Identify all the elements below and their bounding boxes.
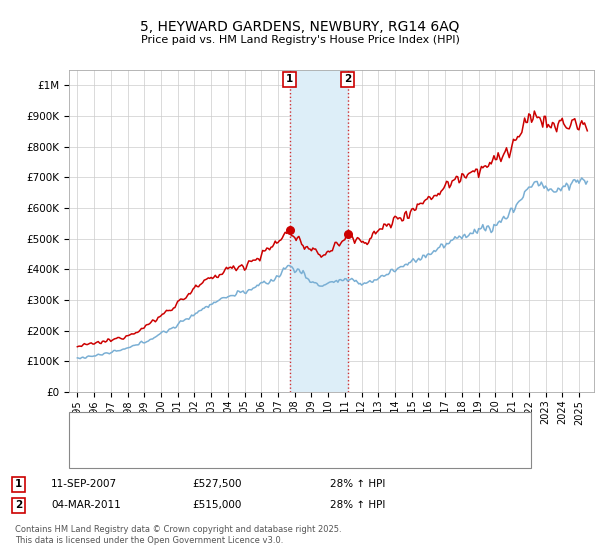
Text: 04-MAR-2011: 04-MAR-2011 — [51, 500, 121, 510]
Text: 11-SEP-2007: 11-SEP-2007 — [51, 479, 117, 489]
Text: 28% ↑ HPI: 28% ↑ HPI — [330, 479, 385, 489]
Text: 28% ↑ HPI: 28% ↑ HPI — [330, 500, 385, 510]
Text: Contains HM Land Registry data © Crown copyright and database right 2025.
This d: Contains HM Land Registry data © Crown c… — [15, 525, 341, 545]
Text: HPI: Average price, detached house, West Berkshire: HPI: Average price, detached house, West… — [108, 444, 379, 454]
Text: 2: 2 — [344, 74, 352, 84]
Text: Price paid vs. HM Land Registry's House Price Index (HPI): Price paid vs. HM Land Registry's House … — [140, 35, 460, 45]
Text: £515,000: £515,000 — [192, 500, 241, 510]
Text: 5, HEYWARD GARDENS, NEWBURY, RG14 6AQ (detached house): 5, HEYWARD GARDENS, NEWBURY, RG14 6AQ (d… — [108, 422, 442, 432]
Text: 5, HEYWARD GARDENS, NEWBURY, RG14 6AQ: 5, HEYWARD GARDENS, NEWBURY, RG14 6AQ — [140, 20, 460, 34]
Text: ———: ——— — [78, 422, 112, 432]
Text: ———: ——— — [78, 444, 112, 454]
Text: £527,500: £527,500 — [192, 479, 241, 489]
Text: 1: 1 — [15, 479, 22, 489]
Bar — [290, 70, 348, 392]
Text: 2: 2 — [15, 500, 22, 510]
Text: 1: 1 — [286, 74, 293, 84]
